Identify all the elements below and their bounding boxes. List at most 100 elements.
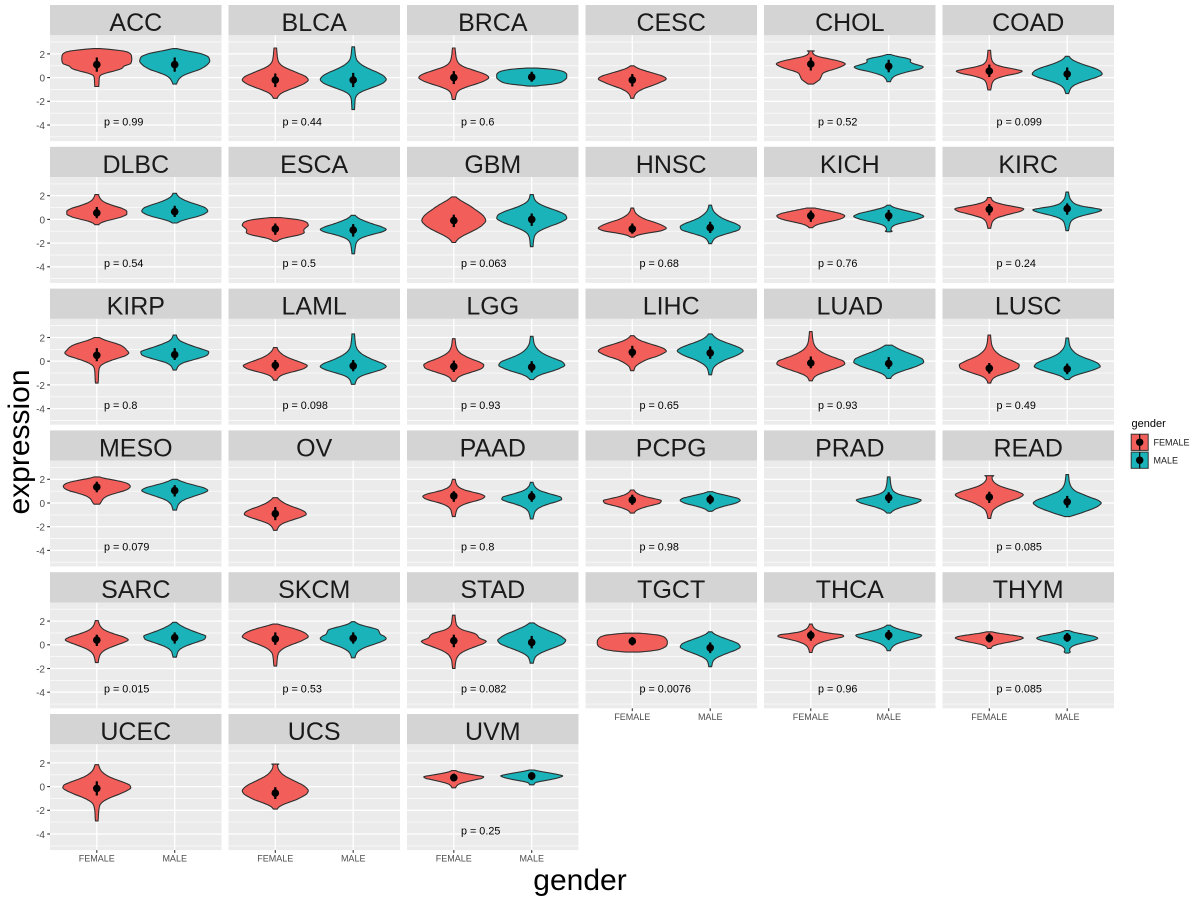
svg-text:-4: -4 (36, 688, 45, 699)
svg-text:-4: -4 (36, 546, 45, 557)
svg-text:FEMALE: FEMALE (1154, 438, 1190, 448)
svg-text:p = 0.49: p = 0.49 (997, 400, 1036, 412)
svg-text:p = 0.6: p = 0.6 (461, 116, 494, 128)
svg-text:-4: -4 (36, 121, 45, 132)
svg-text:p = 0.65: p = 0.65 (640, 400, 679, 412)
svg-text:gender: gender (1132, 418, 1167, 430)
svg-text:-2: -2 (36, 664, 45, 675)
svg-text:-2: -2 (36, 97, 45, 108)
svg-text:THYM: THYM (993, 576, 1064, 604)
svg-text:p = 0.098: p = 0.098 (283, 400, 328, 412)
svg-text:KIRC: KIRC (998, 151, 1058, 179)
svg-text:ESCA: ESCA (280, 151, 348, 179)
svg-text:PRAD: PRAD (815, 434, 884, 462)
svg-text:p = 0.8: p = 0.8 (104, 400, 137, 412)
svg-text:p = 0.93: p = 0.93 (461, 400, 500, 412)
svg-text:p = 0.8: p = 0.8 (461, 542, 494, 554)
svg-text:MALE: MALE (341, 854, 366, 864)
svg-text:-4: -4 (36, 263, 45, 274)
svg-text:FEMALE: FEMALE (614, 712, 650, 722)
svg-text:MALE: MALE (162, 854, 187, 864)
svg-text:UVM: UVM (465, 718, 521, 746)
svg-text:p = 0.015: p = 0.015 (104, 684, 149, 696)
svg-text:0: 0 (39, 74, 45, 85)
svg-text:p = 0.54: p = 0.54 (104, 258, 143, 270)
svg-text:PCPG: PCPG (636, 434, 707, 462)
svg-text:p = 0.53: p = 0.53 (283, 684, 322, 696)
svg-text:2: 2 (39, 759, 45, 770)
svg-text:LUAD: LUAD (816, 293, 883, 321)
svg-text:2: 2 (39, 475, 45, 486)
svg-text:THCA: THCA (816, 576, 884, 604)
svg-text:BRCA: BRCA (458, 9, 528, 37)
svg-text:MALE: MALE (519, 854, 544, 864)
svg-text:p = 0.24: p = 0.24 (997, 258, 1036, 270)
svg-text:p = 0.25: p = 0.25 (461, 825, 500, 837)
svg-text:p = 0.085: p = 0.085 (997, 684, 1042, 696)
svg-text:p = 0.0076: p = 0.0076 (640, 684, 691, 696)
svg-text:p = 0.085: p = 0.085 (997, 542, 1042, 554)
svg-text:-4: -4 (36, 405, 45, 416)
svg-text:BLCA: BLCA (282, 9, 348, 37)
svg-text:MESO: MESO (99, 434, 173, 462)
svg-text:FEMALE: FEMALE (436, 854, 472, 864)
svg-text:0: 0 (39, 499, 45, 510)
svg-text:DLBC: DLBC (102, 151, 169, 179)
svg-text:UCS: UCS (288, 718, 341, 746)
svg-text:LIHC: LIHC (643, 293, 700, 321)
svg-text:FEMALE: FEMALE (793, 712, 829, 722)
svg-text:LAML: LAML (282, 293, 347, 321)
svg-text:p = 0.99: p = 0.99 (104, 116, 143, 128)
svg-text:MALE: MALE (876, 712, 901, 722)
svg-text:0: 0 (39, 783, 45, 794)
svg-text:p = 0.96: p = 0.96 (818, 684, 857, 696)
svg-text:FEMALE: FEMALE (257, 854, 293, 864)
svg-text:KICH: KICH (820, 151, 880, 179)
svg-text:0: 0 (39, 357, 45, 368)
svg-text:-2: -2 (36, 381, 45, 392)
svg-text:CESC: CESC (636, 9, 705, 37)
svg-text:COAD: COAD (992, 9, 1064, 37)
svg-text:GBM: GBM (464, 151, 521, 179)
svg-text:SARC: SARC (101, 576, 170, 604)
svg-text:-4: -4 (36, 830, 45, 841)
svg-text:KIRP: KIRP (107, 293, 165, 321)
svg-text:PAAD: PAAD (460, 434, 526, 462)
svg-text:p = 0.98: p = 0.98 (640, 542, 679, 554)
svg-text:FEMALE: FEMALE (971, 712, 1007, 722)
svg-text:2: 2 (39, 333, 45, 344)
svg-text:gender: gender (533, 864, 626, 897)
svg-text:p = 0.5: p = 0.5 (283, 258, 316, 270)
svg-text:p = 0.099: p = 0.099 (997, 116, 1042, 128)
svg-text:CHOL: CHOL (815, 9, 885, 37)
svg-text:p = 0.76: p = 0.76 (818, 258, 857, 270)
svg-text:HNSC: HNSC (636, 151, 707, 179)
svg-text:0: 0 (39, 215, 45, 226)
svg-text:READ: READ (993, 434, 1062, 462)
svg-text:expression: expression (3, 369, 36, 514)
svg-text:ACC: ACC (109, 9, 162, 37)
svg-text:TGCT: TGCT (637, 576, 705, 604)
svg-text:-2: -2 (36, 239, 45, 250)
svg-text:MALE: MALE (1055, 712, 1080, 722)
svg-text:MALE: MALE (698, 712, 723, 722)
svg-text:UCEC: UCEC (100, 718, 171, 746)
svg-text:0: 0 (39, 641, 45, 652)
svg-text:2: 2 (39, 617, 45, 628)
svg-text:2: 2 (39, 192, 45, 203)
svg-text:LUSC: LUSC (995, 293, 1062, 321)
svg-text:p = 0.082: p = 0.082 (461, 684, 506, 696)
svg-text:LGG: LGG (466, 293, 519, 321)
svg-text:-2: -2 (36, 523, 45, 534)
svg-text:p = 0.68: p = 0.68 (640, 258, 679, 270)
svg-text:-2: -2 (36, 806, 45, 817)
svg-text:p = 0.079: p = 0.079 (104, 542, 149, 554)
svg-text:p = 0.93: p = 0.93 (818, 400, 857, 412)
svg-text:OV: OV (296, 434, 332, 462)
svg-text:SKCM: SKCM (278, 576, 350, 604)
svg-text:MALE: MALE (1154, 455, 1179, 465)
svg-text:FEMALE: FEMALE (79, 854, 115, 864)
svg-text:2: 2 (39, 50, 45, 61)
svg-text:p = 0.52: p = 0.52 (818, 116, 857, 128)
svg-text:STAD: STAD (460, 576, 525, 604)
